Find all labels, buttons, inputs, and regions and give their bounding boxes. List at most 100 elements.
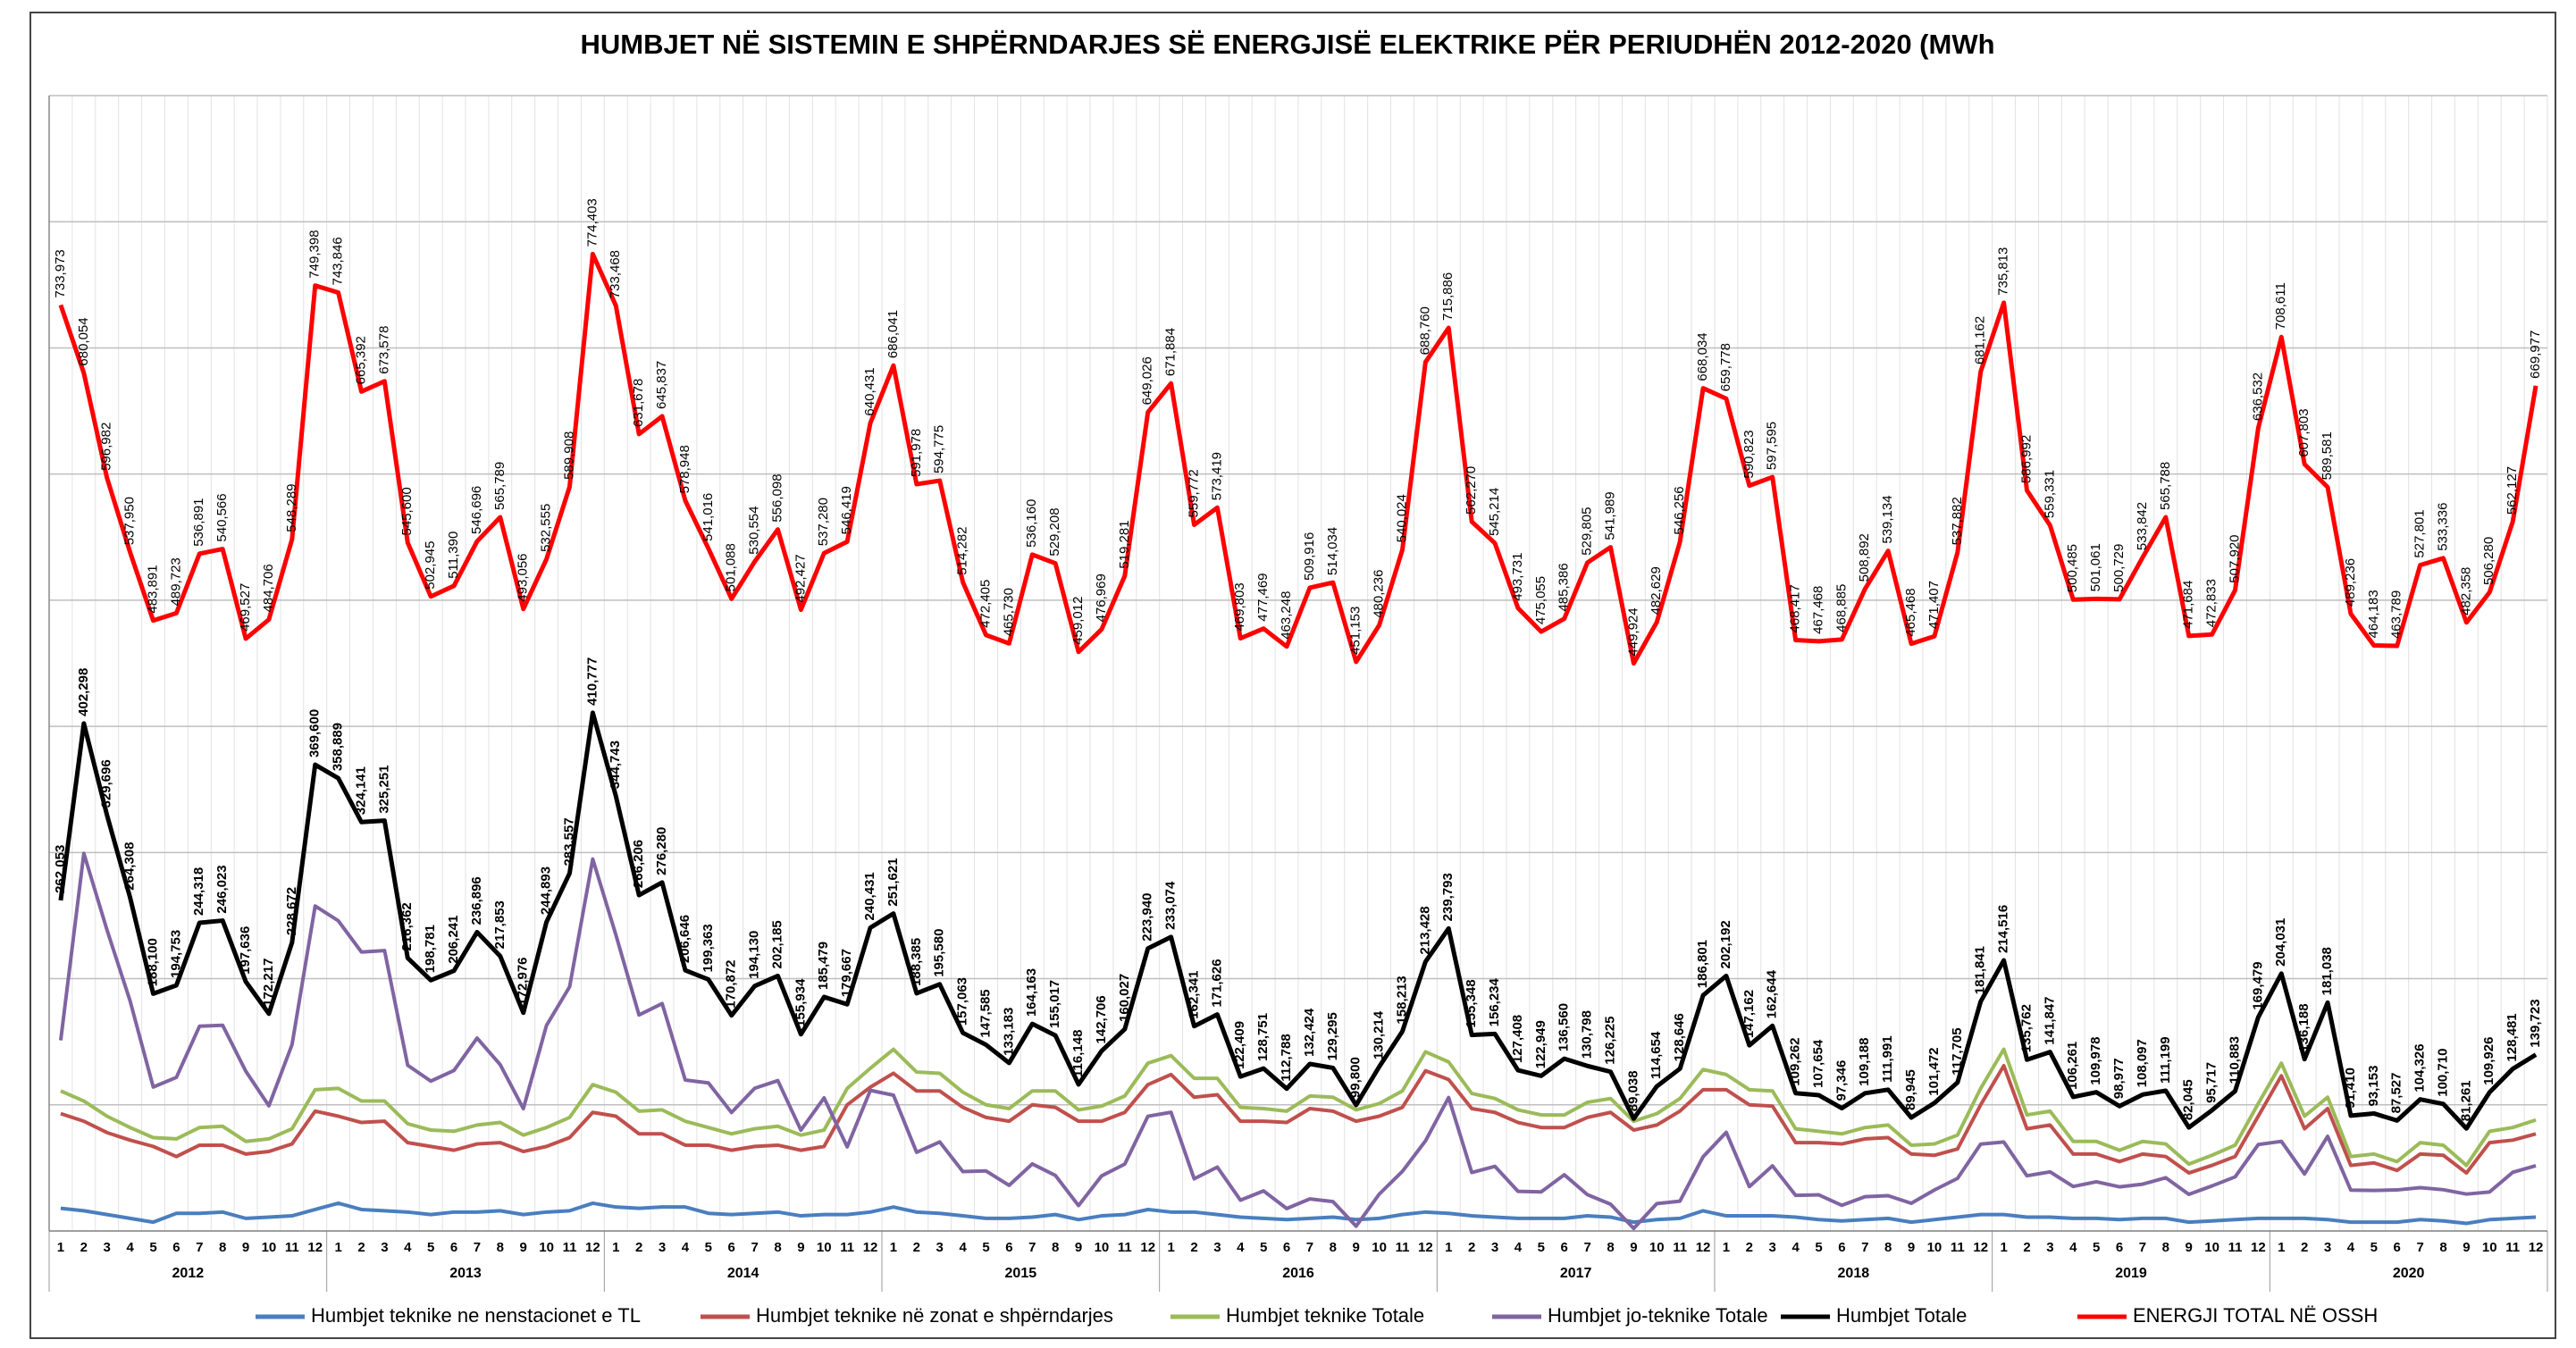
data-label: 465,468 [1903,588,1918,636]
data-label: 130,798 [1580,1010,1595,1059]
x-tick-label: 2 [2023,1240,2030,1255]
data-label: 82,045 [2181,1079,2196,1120]
data-label: 589,581 [2320,431,2335,480]
data-label: 546,696 [469,486,484,534]
x-tick-label: 12 [585,1240,600,1255]
x-tick-label: 11 [2228,1240,2243,1255]
data-label: 529,805 [1580,507,1595,556]
data-label: 185,479 [816,942,831,990]
x-tick-label: 9 [1075,1240,1082,1255]
x-tick-label: 6 [450,1240,457,1255]
chart-title: HUMBJET NË SISTEMIN E SHPËRNDARJES SË EN… [580,29,1994,60]
x-tick-label: 4 [959,1240,967,1255]
data-label: 133,183 [1001,1008,1016,1056]
data-label: 459,012 [1070,597,1086,645]
x-tick-label: 9 [1908,1240,1915,1255]
data-label: 464,183 [2366,590,2381,638]
data-label: 708,611 [2273,282,2288,330]
x-tick-label: 5 [1815,1240,1822,1255]
data-label: 244,893 [539,867,554,915]
x-tick-label: 7 [1028,1240,1036,1255]
data-label: 480,236 [1372,570,1387,618]
data-label: 514,034 [1325,527,1340,575]
data-label: 545,214 [1487,488,1502,536]
data-label: 533,842 [2135,502,2150,550]
data-label: 99,800 [1348,1057,1364,1098]
data-label: 156,234 [1487,977,1502,1026]
legend-label: Humbjet teknike ne nenstacionet e TL [311,1304,641,1327]
data-label: 482,358 [2458,567,2473,615]
year-label: 2015 [1005,1266,1037,1281]
data-label: 665,392 [353,336,368,384]
data-label: 519,281 [1117,520,1132,568]
data-label: 198,781 [423,925,438,973]
x-tick-label: 11 [1118,1240,1132,1255]
year-label: 2019 [2115,1266,2147,1281]
year-label: 2014 [727,1266,759,1281]
x-tick-label: 1 [1167,1240,1174,1255]
x-tick-label: 7 [1306,1240,1313,1255]
data-label: 107,654 [1810,1039,1825,1088]
data-label: 541,016 [701,493,716,541]
data-label: 122,949 [1533,1020,1548,1068]
data-label: 217,853 [492,900,508,949]
x-tick-label: 10 [1927,1240,1942,1255]
data-label: 733,468 [608,250,623,298]
legend-label: ENERGJI TOTAL NË OSSH [2133,1304,2378,1327]
year-label: 2020 [2393,1266,2425,1281]
data-label: 733,973 [53,249,68,297]
data-label: 195,580 [932,929,947,977]
data-label: 565,788 [2158,462,2173,510]
data-label: 471,684 [2181,581,2196,629]
data-label: 735,813 [1996,247,2011,296]
x-tick-label: 8 [497,1240,504,1255]
data-label: 135,762 [2018,1004,2034,1052]
data-label: 117,705 [1950,1027,1965,1075]
data-label: 186,801 [1695,940,1710,988]
data-label: 562,127 [2505,466,2520,515]
data-label: 483,891 [145,565,160,613]
data-label: 128,646 [1672,1013,1687,1061]
x-tick-label: 9 [2186,1240,2193,1255]
data-label: 594,775 [932,425,947,473]
x-tick-label: 7 [1583,1240,1590,1255]
x-tick-label: 3 [1491,1240,1498,1255]
data-label: 514,282 [955,526,970,574]
data-label: 539,134 [1880,495,1895,543]
data-label: 530,554 [747,507,762,555]
data-label: 116,148 [1070,1030,1086,1077]
data-label: 507,920 [2227,534,2242,582]
x-tick-label: 3 [1213,1240,1221,1255]
data-label: 97,346 [1833,1060,1849,1101]
x-tick-label: 2 [2301,1240,2308,1255]
data-label: 636,532 [2250,373,2265,421]
data-label: 223,940 [1140,893,1155,942]
data-label: 509,916 [1302,532,1317,581]
legend-label: Humbjet Totale [1836,1304,1967,1327]
data-label: 471,407 [1926,581,1942,629]
data-label: 160,027 [1117,974,1132,1022]
data-label: 239,793 [1440,873,1456,921]
data-label: 540,024 [1394,494,1409,542]
data-label: 109,262 [1788,1037,1803,1085]
data-label: 170,872 [724,959,739,1008]
data-label: 508,892 [1857,533,1872,582]
x-tick-label: 7 [196,1240,203,1255]
x-tick-label: 8 [1884,1240,1892,1255]
data-label: 142,706 [1094,995,1109,1043]
data-label: 111,991 [1880,1035,1895,1083]
x-tick-label: 12 [2529,1240,2544,1255]
x-tick-label: 3 [104,1240,111,1255]
data-label: 236,896 [469,876,484,925]
x-tick-label: 4 [682,1240,690,1255]
x-tick-label: 8 [2162,1240,2169,1255]
data-label: 537,280 [816,498,831,546]
data-label: 546,419 [839,486,854,534]
x-tick-label: 12 [1418,1240,1433,1255]
x-tick-label: 5 [1538,1240,1545,1255]
data-label: 465,730 [1001,588,1016,636]
data-label: 410,777 [584,657,600,706]
data-label: 344,743 [608,741,623,789]
data-label: 104,326 [2412,1043,2428,1092]
x-tick-label: 4 [126,1240,134,1255]
